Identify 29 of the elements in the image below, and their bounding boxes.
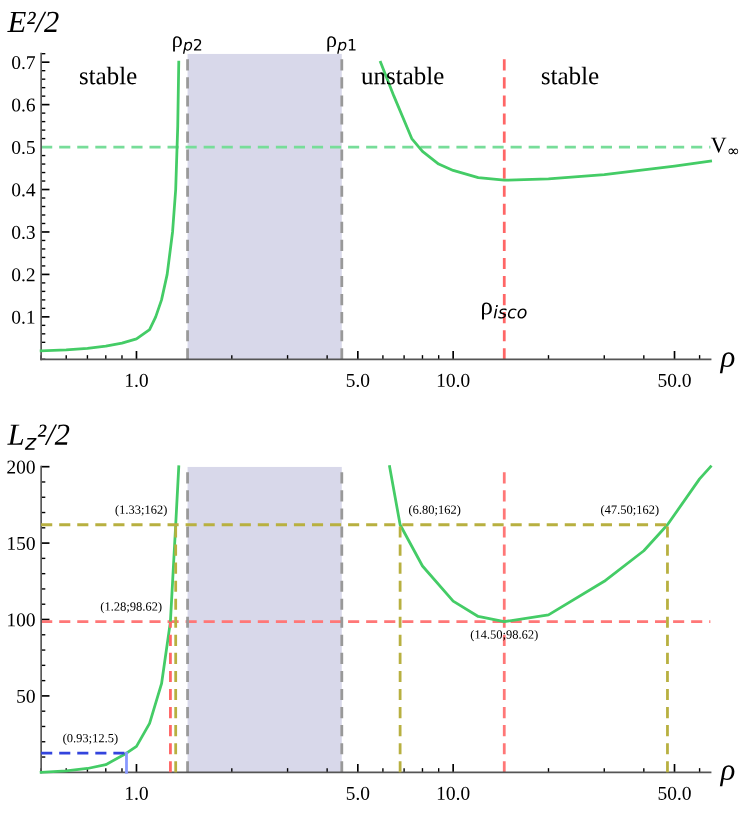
y-axis-title: L$_{z}$²/2: [7, 424, 70, 450]
x-tick-label: 50.0: [658, 373, 691, 387]
y-tick-label: 0.1: [12, 310, 35, 324]
y-tick-label: 200: [7, 460, 35, 474]
x-tick-label: 1.0: [126, 373, 148, 387]
x-tick-label: 10.0: [437, 373, 470, 387]
y-axis-title: E²/2: [7, 11, 59, 33]
x-tick-label: 10.0: [437, 786, 470, 800]
y-tick-label: 100: [8, 613, 35, 627]
y-tick-label: 50: [17, 689, 35, 703]
annotation: ρ$_{isco}$: [482, 302, 527, 320]
y-tick-label: 0.7: [12, 56, 36, 70]
annotation: stable: [79, 66, 137, 85]
y-tick-label: 0.5: [12, 140, 35, 155]
y-tick-label: 0.2: [12, 268, 35, 282]
ref-line-label: ρ$_{p2}$: [173, 36, 202, 54]
y-tick-label: 150: [8, 536, 35, 551]
ref-line-label: V$_{∞}$: [710, 137, 739, 155]
ref-line-label: ρ$_{p1}$: [327, 36, 356, 54]
y-tick-label: 0.6: [12, 98, 35, 112]
x-axis-title: ρ: [719, 765, 735, 787]
x-tick-label: 5.0: [346, 373, 370, 387]
annotation: stable: [541, 66, 599, 85]
y-tick-label: 0.3: [12, 225, 35, 239]
x-tick-label: 1.0: [126, 786, 148, 800]
x-tick-label: 50.0: [658, 786, 691, 800]
y-tick-label: 0.4: [12, 183, 36, 197]
x-axis-title: ρ: [719, 352, 735, 374]
x-tick-label: 5.0: [346, 786, 370, 800]
